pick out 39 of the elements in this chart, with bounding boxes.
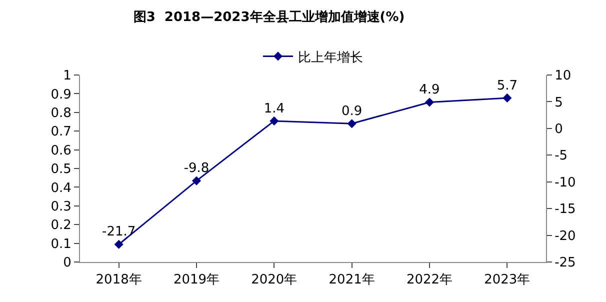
y2-tick-label: -5 xyxy=(554,148,568,164)
data-label: 4.9 xyxy=(419,82,440,98)
y-tick-label: 0.7 xyxy=(50,124,72,140)
point xyxy=(502,93,512,103)
y2-tick-label: -25 xyxy=(554,256,576,271)
x-tick-label: 2021年 xyxy=(328,272,375,288)
data-label: 5.7 xyxy=(496,78,518,94)
point xyxy=(192,176,202,186)
y-tick-label: 0.4 xyxy=(50,180,72,196)
legend-label: 比上年增长 xyxy=(298,50,363,66)
y2-tick-label: 5 xyxy=(554,95,563,110)
y2-tick-label: -15 xyxy=(554,202,576,218)
point xyxy=(347,119,356,128)
y-tick-label: 0.6 xyxy=(50,143,72,158)
point xyxy=(114,240,124,249)
y-tick-label: 1 xyxy=(63,68,72,84)
y-tick-label: 0.5 xyxy=(50,162,72,178)
data-label: 1.4 xyxy=(264,101,285,116)
y2-tick-label: -20 xyxy=(554,228,576,244)
x-tick-label: 2023年 xyxy=(484,272,530,288)
y-tick-label: 0.1 xyxy=(50,236,72,252)
y2-tick-label: -10 xyxy=(554,175,576,190)
y-tick-label: 0.3 xyxy=(50,199,72,214)
point xyxy=(424,98,434,107)
x-tick-label: 2022年 xyxy=(406,272,453,288)
x-tick-label: 2018年 xyxy=(96,272,142,288)
x-tick-label: 2020年 xyxy=(251,272,298,288)
point xyxy=(270,116,279,126)
y-tick-label: 0.8 xyxy=(50,106,72,121)
data-label: -21.7 xyxy=(102,224,136,240)
data-label: 0.9 xyxy=(341,104,362,119)
chart-title: 图3 2018—2023年全县工业增加值增速(%) xyxy=(133,10,405,26)
y-tick-label: 0.2 xyxy=(50,218,72,234)
y-tick-label: 0 xyxy=(63,256,72,271)
y2-tick-label: 0 xyxy=(554,122,563,137)
x-tick-label: 2019年 xyxy=(173,272,220,288)
y2-tick-label: 10 xyxy=(554,68,572,84)
y-tick-label: 0.9 xyxy=(50,87,72,102)
data-label: -9.8 xyxy=(184,161,210,176)
